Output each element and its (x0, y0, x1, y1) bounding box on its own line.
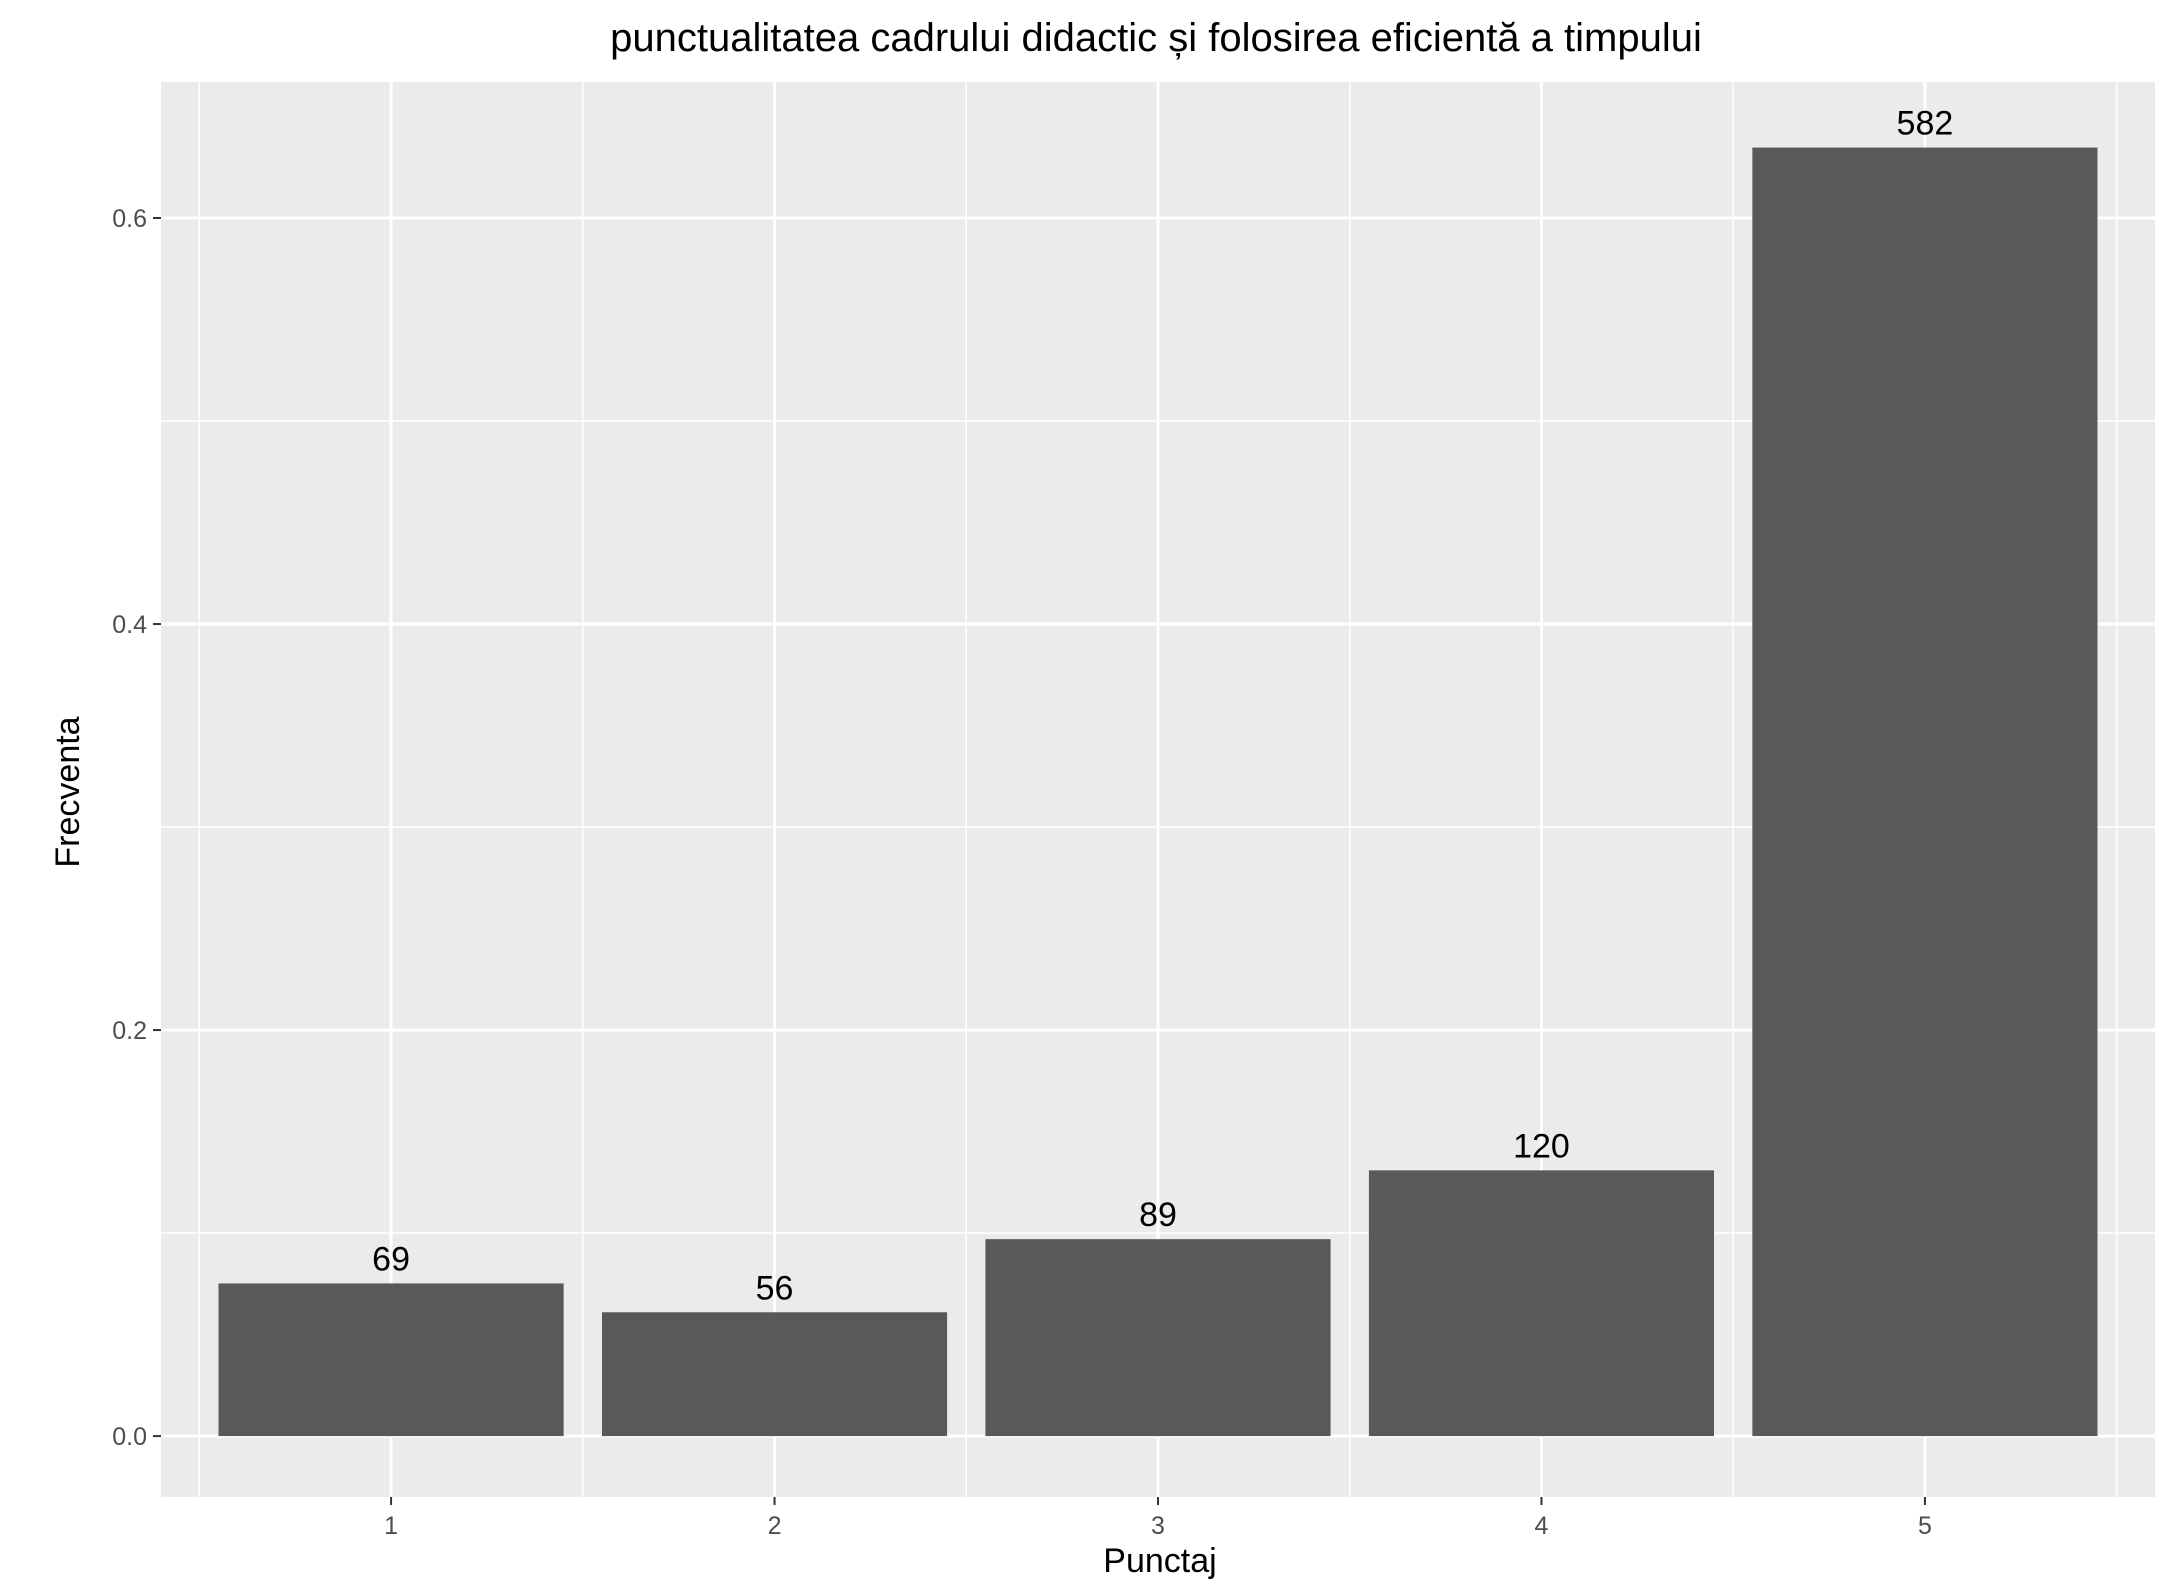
y-tick-label: 0.6 (112, 205, 147, 233)
data-label-3: 89 (1139, 1196, 1177, 1234)
x-tick-label-5: 5 (1918, 1512, 1932, 1540)
y-tick-label: 0.0 (112, 1423, 147, 1451)
data-label-5: 582 (1897, 105, 1954, 143)
x-axis: 1 2 3 4 5 (384, 1497, 1932, 1540)
data-label-4: 120 (1513, 1127, 1570, 1165)
x-tick-label-1: 1 (384, 1512, 398, 1540)
data-labels: 69 56 89 120 582 (372, 105, 1953, 1308)
data-label-2: 56 (756, 1269, 794, 1307)
x-tick-label-3: 3 (1151, 1512, 1165, 1540)
bar-5 (1752, 147, 2098, 1437)
data-label-1: 69 (372, 1240, 410, 1278)
bars (218, 147, 2098, 1437)
bar-4 (1368, 1170, 1715, 1437)
chart-title: punctualitatea cadrului didactic și folo… (610, 16, 1702, 60)
bar-2 (601, 1312, 948, 1437)
x-axis-title: Punctaj (1103, 1542, 1216, 1580)
y-axis-title: Frecventa (49, 716, 87, 867)
bar-3 (985, 1239, 1331, 1437)
y-tick-label: 0.4 (112, 611, 147, 639)
y-tick-label: 0.2 (112, 1017, 147, 1045)
x-tick-label-2: 2 (768, 1512, 782, 1540)
y-axis: 0.0 0.2 0.4 0.6 (112, 205, 161, 1451)
bar-1 (218, 1283, 564, 1437)
x-tick-label-4: 4 (1535, 1512, 1549, 1540)
